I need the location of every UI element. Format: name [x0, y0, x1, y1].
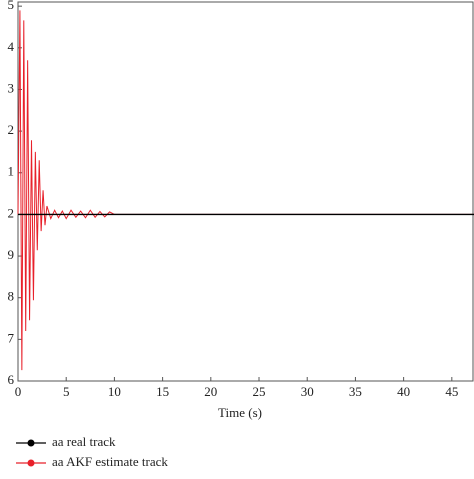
- legend-marker: [27, 439, 35, 447]
- y-tick-label: 9: [8, 247, 15, 262]
- line: [17, 10, 474, 371]
- y-tick-label: 5: [8, 0, 15, 12]
- legend-label: aa AKF estimate track: [52, 454, 168, 469]
- x-tick-label: 35: [349, 384, 362, 399]
- x-tick-label: 40: [397, 384, 410, 399]
- x-tick-label: 0: [15, 384, 22, 399]
- y-tick-label: 8: [8, 289, 15, 304]
- y-tick-label: 2: [8, 122, 15, 137]
- x-tick-label: 25: [253, 384, 266, 399]
- plot-frame: [17, 1, 474, 382]
- x-axis-label: Time (s): [218, 405, 262, 420]
- y-tick-label: 1: [8, 164, 15, 179]
- x-tick-label: 15: [156, 384, 169, 399]
- x-tick-label: 20: [204, 384, 217, 399]
- x-tick-label: 30: [301, 384, 314, 399]
- legend-marker: [27, 459, 35, 467]
- y-tick-label: 3: [8, 80, 15, 95]
- legend-label: aa real track: [52, 434, 116, 449]
- x-tick-label: 45: [445, 384, 458, 399]
- y-tick-label: 7: [8, 330, 15, 345]
- x-tick-label: 5: [63, 384, 70, 399]
- y-tick-label: 2: [8, 205, 15, 220]
- y-tick-label: 4: [8, 39, 15, 54]
- x-tick-label: 10: [108, 384, 121, 399]
- y-tick-label: 6: [8, 372, 15, 387]
